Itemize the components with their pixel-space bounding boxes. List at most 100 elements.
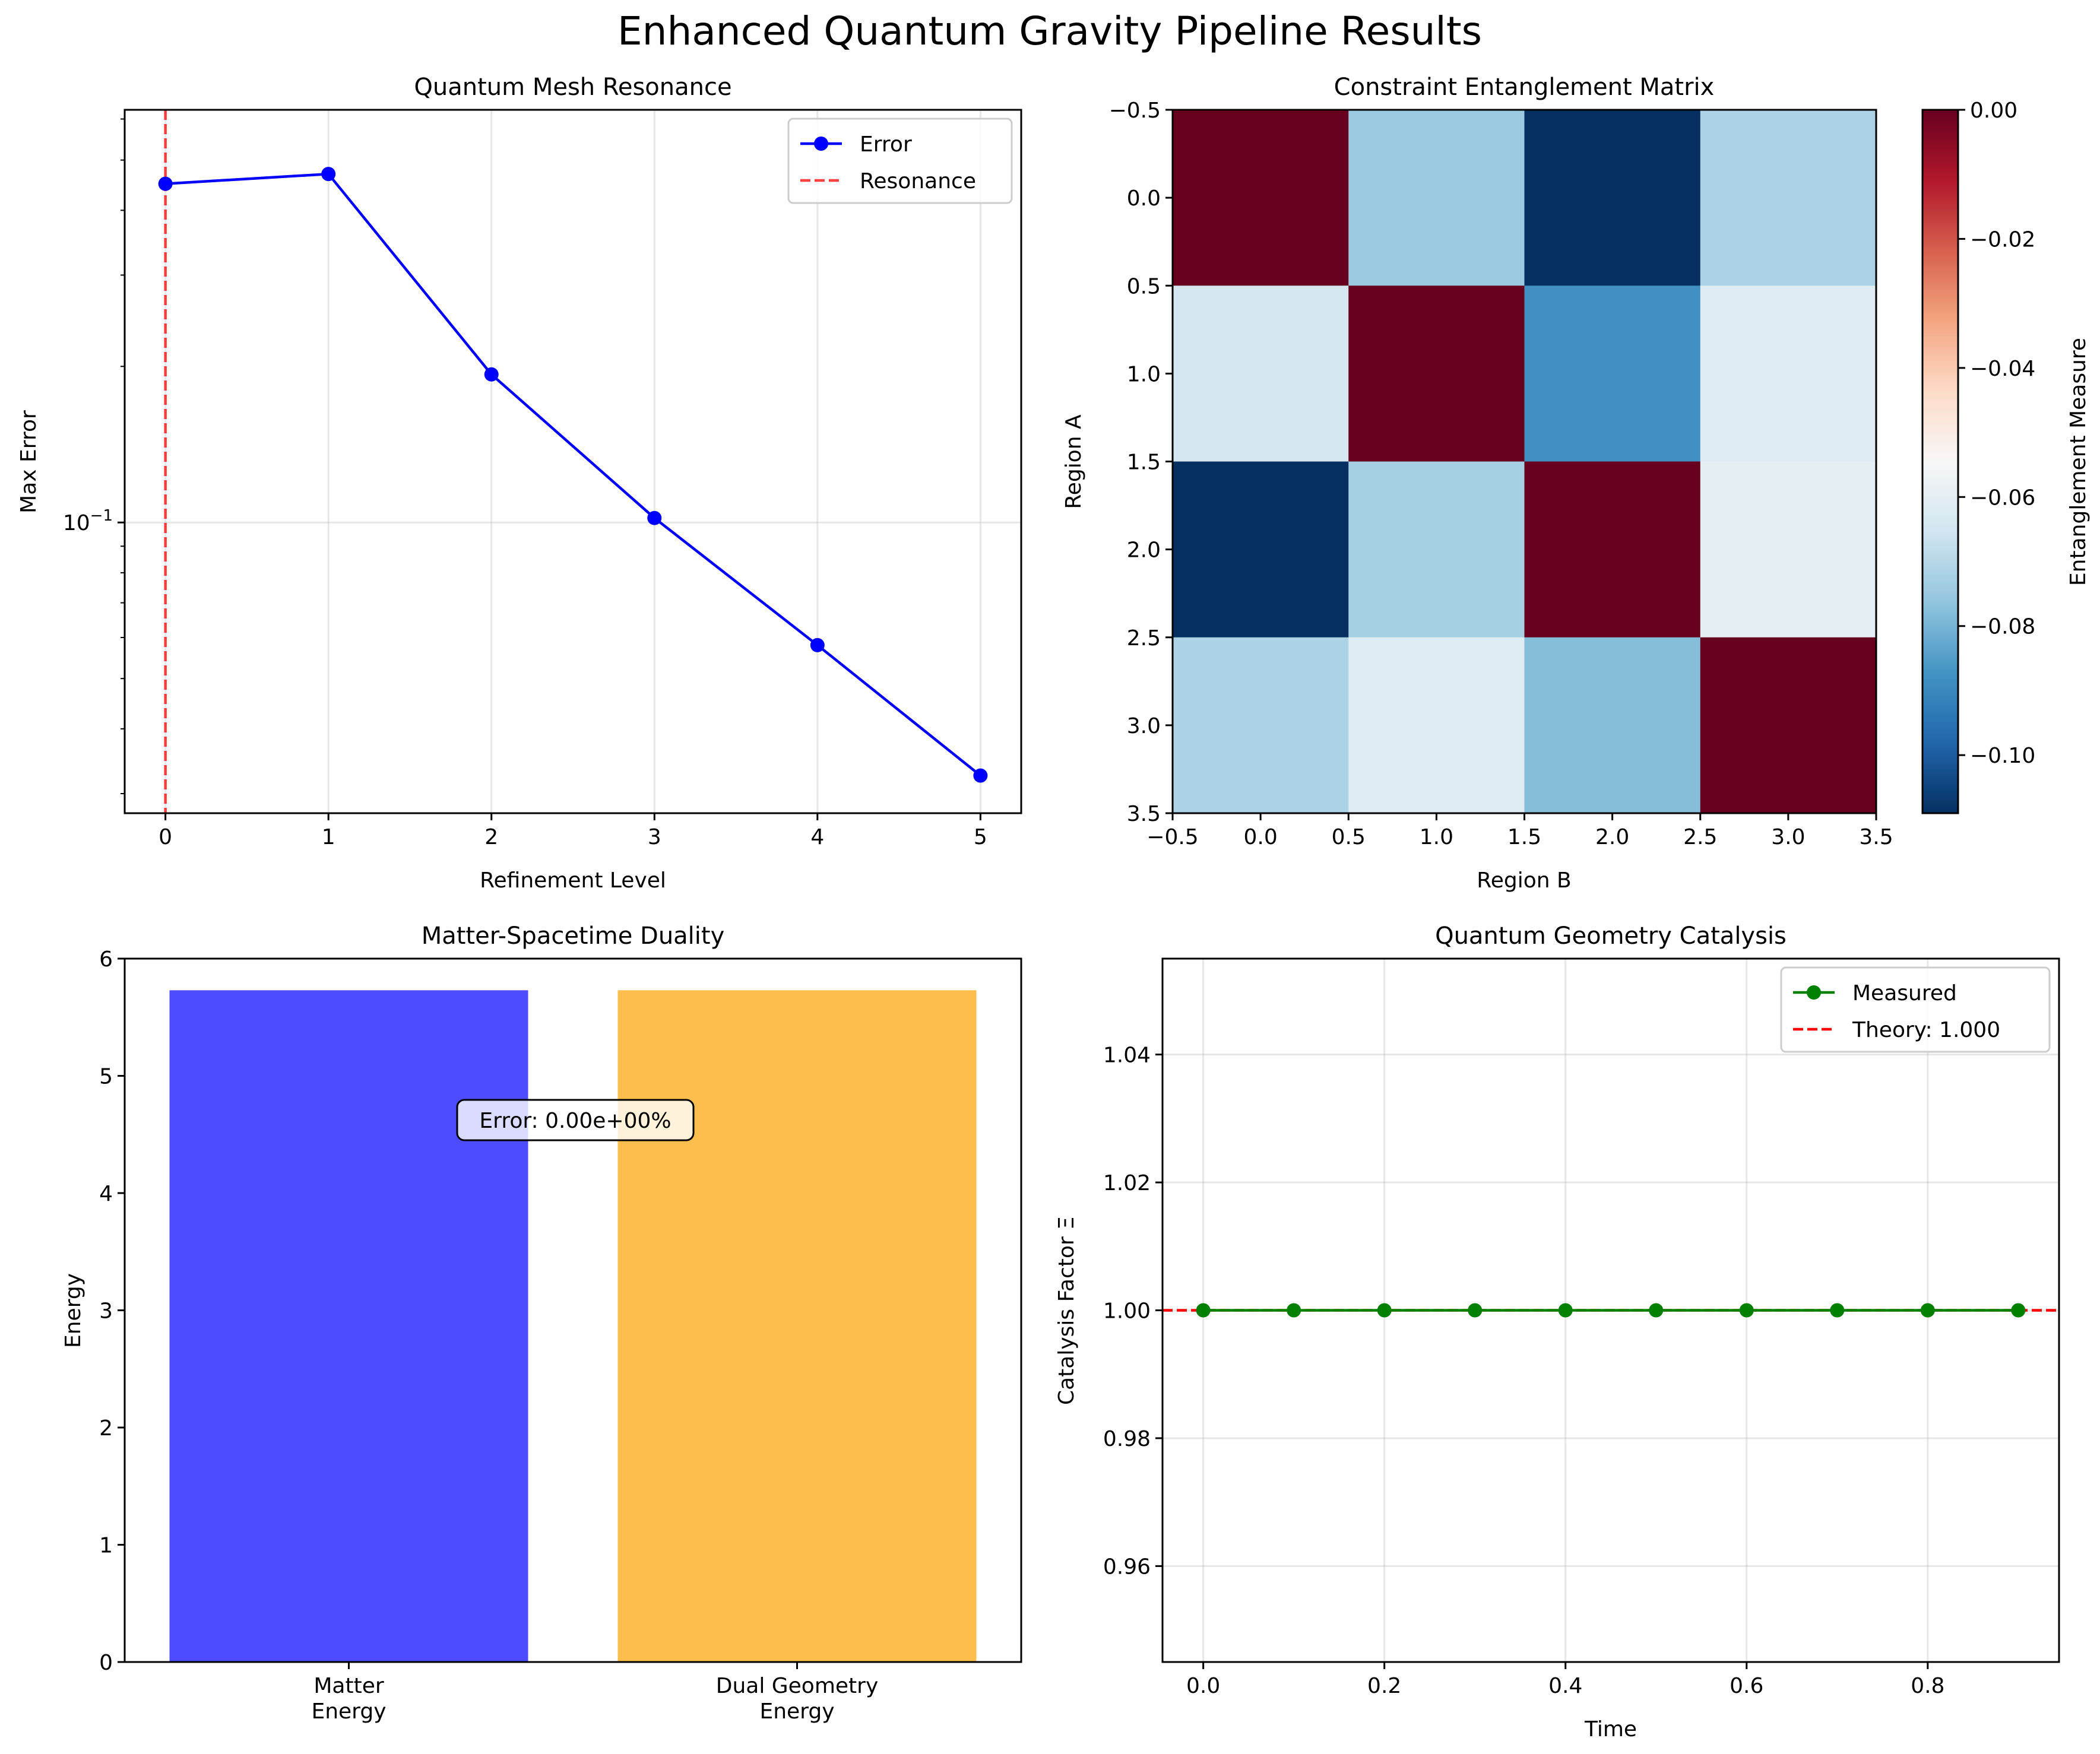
y-tick-label: 0.96 <box>1103 1555 1151 1579</box>
legend-marker-error <box>814 137 828 151</box>
y-tick-label: 0.98 <box>1103 1427 1151 1451</box>
heatmap-cell <box>1348 286 1525 462</box>
y-axis-label: Energy <box>61 1273 85 1348</box>
y-tick-label: 2.5 <box>1127 626 1161 651</box>
x-axis-label: Time <box>1584 1717 1637 1742</box>
measured-data-point <box>2011 1303 2026 1318</box>
measured-data-point <box>1287 1303 1301 1318</box>
y-tick-label: 3.5 <box>1127 802 1161 826</box>
error-data-point <box>810 637 825 652</box>
y-tick-label: 2 <box>99 1416 113 1441</box>
measured-data-point <box>1830 1303 1845 1318</box>
y-axis-label: Catalysis Factor Ξ <box>1054 1216 1079 1405</box>
heatmap-cell <box>1173 637 1349 814</box>
y-tick-label: 6 <box>99 947 113 972</box>
panel-quantum-geometry-catalysis: 0.0 0.2 0.4 0.6 0.8 0.96 0.98 1.00 1.02 1.04 Quan… <box>1054 922 2060 1742</box>
measured-data-point <box>1377 1303 1392 1318</box>
axis-ticks: 0.0 0.2 0.4 0.6 0.8 0.96 0.98 1.00 1.02 1.04 <box>1103 1043 1945 1698</box>
heatmap-cell <box>1700 110 1877 286</box>
colorbar-ticks: 0.00 −0.02 −0.04 −0.06 −0.08 −0.10 <box>1958 99 2035 768</box>
measured-data-point <box>1196 1303 1211 1318</box>
x-tick-label: 1 <box>322 825 335 849</box>
plot-area <box>125 110 1021 813</box>
x-tick-label: 0.6 <box>1730 1674 1763 1698</box>
x-tick-label: 3.5 <box>1859 825 1893 849</box>
figure-title: Enhanced Quantum Gravity Pipeline Result… <box>617 8 1482 54</box>
y-tick-label: 1.5 <box>1127 451 1161 475</box>
heatmap-cell <box>1700 461 1877 638</box>
x-tick-label: 2.5 <box>1683 825 1717 849</box>
colorbar-tick-label: −0.08 <box>1970 615 2035 639</box>
heatmap-cell <box>1173 110 1349 286</box>
x-tick-label: Energy <box>759 1699 834 1724</box>
x-tick-label: 0.4 <box>1548 1674 1582 1698</box>
heatmap-cell <box>1524 637 1701 814</box>
colorbar-label: Entanglement Measure <box>2066 338 2091 586</box>
legend-label-resonance: Resonance <box>860 169 976 194</box>
x-tick-label: 0.0 <box>1186 1674 1220 1698</box>
measured-data-point <box>1649 1303 1664 1318</box>
heatmap-cell <box>1524 110 1701 286</box>
y-tick-label: 1.0 <box>1127 362 1161 386</box>
y-axis-label: Region A <box>1062 414 1086 509</box>
measured-data-point <box>1468 1303 1483 1318</box>
colorbar-tick-label: −0.04 <box>1970 357 2035 381</box>
legend-marker-measured <box>1807 985 1821 1000</box>
heatmap-cell <box>1348 461 1525 638</box>
axis-ticks: −0.5 0.0 0.5 1.0 1.5 2.0 2.5 3.0 3.5−0.50.00.51.… <box>1109 99 1893 849</box>
y-tick-label: 5 <box>99 1065 113 1089</box>
colorbar-tick-label: −0.02 <box>1970 227 2035 252</box>
plot-contents <box>1163 1303 2059 1318</box>
legend-box <box>787 118 1013 204</box>
x-tick-label: 2.0 <box>1595 825 1629 849</box>
y-tick-label: 0.5 <box>1127 274 1161 299</box>
y-tick-label: 0 <box>99 1651 113 1675</box>
heatmap-cell <box>1348 637 1525 814</box>
x-tick-label: −0.5 <box>1146 825 1198 849</box>
colorbar-tick-label: 0.00 <box>1970 99 2017 123</box>
error-annotation: Error: 0.00e+00% <box>456 1099 695 1141</box>
y-tick-label: 1.02 <box>1103 1171 1151 1195</box>
heatmap-cell <box>1173 461 1349 638</box>
axis-ticks: 0 1 2 3 4 5 10−1 <box>63 118 987 849</box>
y-tick-label: 3.0 <box>1127 714 1161 738</box>
annotation-box <box>456 1099 695 1141</box>
x-tick-label: 1.0 <box>1420 825 1453 849</box>
panel-title: Matter-Spacetime Duality <box>422 922 725 950</box>
measured-data-point <box>1920 1303 1935 1318</box>
axes-frame <box>123 109 1022 814</box>
error-data-point <box>647 510 662 525</box>
y-tick-label: 10−1 <box>63 507 113 535</box>
y-tick-label: 1 <box>99 1534 113 1558</box>
heatmap-cell <box>1700 286 1877 462</box>
x-tick-label: 3.0 <box>1771 825 1805 849</box>
measured-data-point <box>1558 1303 1573 1318</box>
panel-title: Constraint Entanglement Matrix <box>1334 74 1715 101</box>
y-tick-label: 1.00 <box>1103 1299 1151 1324</box>
gridlines <box>125 110 1021 813</box>
error-series-line <box>165 172 981 777</box>
exponent: −1 <box>90 507 113 525</box>
legend: Error Resonance <box>787 118 1013 204</box>
x-tick-label: 0.0 <box>1243 825 1277 849</box>
heatmap-cells <box>1173 110 1877 814</box>
bar <box>169 990 528 1662</box>
x-tick-label: 0.2 <box>1367 1674 1401 1698</box>
error-data-point <box>484 367 499 382</box>
colorbar-tick-label: −0.06 <box>1970 486 2035 510</box>
x-tick-label: 0 <box>159 825 172 849</box>
error-data-point <box>973 768 988 783</box>
x-tick-label: 0.5 <box>1332 825 1366 849</box>
error-data-point <box>158 176 173 191</box>
x-tick-label: 4 <box>810 825 824 849</box>
heatmap-cell <box>1524 461 1701 638</box>
bar <box>617 990 977 1662</box>
y-tick-label: 0.0 <box>1127 186 1161 211</box>
error-data-point <box>321 167 336 182</box>
legend-label-error: Error <box>860 132 912 157</box>
y-tick-label: 2.0 <box>1127 538 1161 563</box>
heatmap-cell <box>1524 286 1701 462</box>
